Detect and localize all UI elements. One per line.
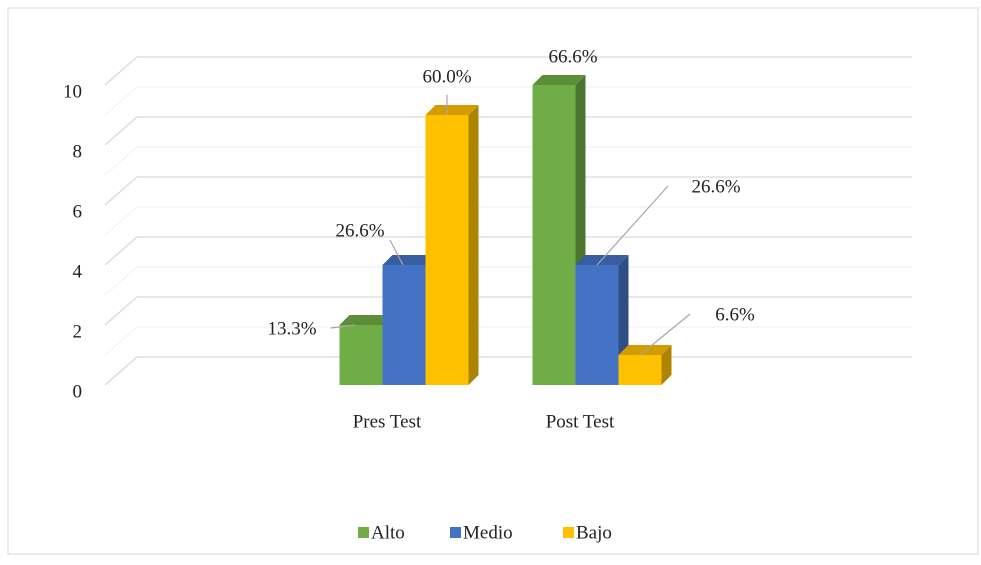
grid-line xyxy=(104,296,912,326)
x-tick-label: Post Test xyxy=(546,411,615,432)
data-label: 6.6% xyxy=(715,304,755,325)
legend-label: Medio xyxy=(463,522,513,543)
bar-top xyxy=(532,75,586,85)
bar-top xyxy=(618,345,672,355)
grid-line xyxy=(104,236,912,266)
legend-swatch xyxy=(358,527,369,538)
minor-grid-line xyxy=(104,206,912,236)
y-tick-label: 10 xyxy=(63,81,82,102)
data-label: 66.6% xyxy=(548,46,597,67)
leader-line xyxy=(596,185,669,266)
bar-top xyxy=(425,105,479,115)
minor-grid-line xyxy=(104,266,912,296)
y-tick-label: 8 xyxy=(73,141,83,162)
legend-swatch xyxy=(563,527,574,538)
bar xyxy=(618,355,662,385)
bar xyxy=(425,115,469,385)
leader-line xyxy=(330,324,356,329)
leader-line xyxy=(639,313,691,356)
bar xyxy=(575,265,619,385)
legend-swatch xyxy=(450,527,461,538)
bar-side xyxy=(661,345,672,385)
data-label: 26.6% xyxy=(335,220,384,241)
leader-line xyxy=(389,239,404,266)
bar-top xyxy=(339,315,393,325)
data-label: 26.6% xyxy=(691,176,740,197)
grid-line xyxy=(104,116,912,146)
minor-grid-line xyxy=(104,146,912,176)
bar-side xyxy=(468,105,479,385)
data-label: 60.0% xyxy=(422,66,471,87)
bar xyxy=(532,85,576,385)
bar xyxy=(382,265,426,385)
bar xyxy=(339,325,383,385)
data-label: 13.3% xyxy=(267,318,316,339)
grid-line xyxy=(104,56,912,86)
grid-line xyxy=(104,176,912,206)
y-tick-label: 0 xyxy=(73,381,83,402)
minor-grid-line xyxy=(104,326,912,356)
legend-label: Bajo xyxy=(576,522,612,543)
minor-grid-line xyxy=(104,86,912,116)
y-tick-label: 2 xyxy=(73,321,83,342)
chart-frame xyxy=(7,7,979,555)
y-tick-label: 4 xyxy=(73,261,83,282)
y-tick-label: 6 xyxy=(73,201,83,222)
bar-top xyxy=(382,255,436,265)
legend-label: Alto xyxy=(371,522,405,543)
x-tick-label: Pres Test xyxy=(353,411,422,432)
